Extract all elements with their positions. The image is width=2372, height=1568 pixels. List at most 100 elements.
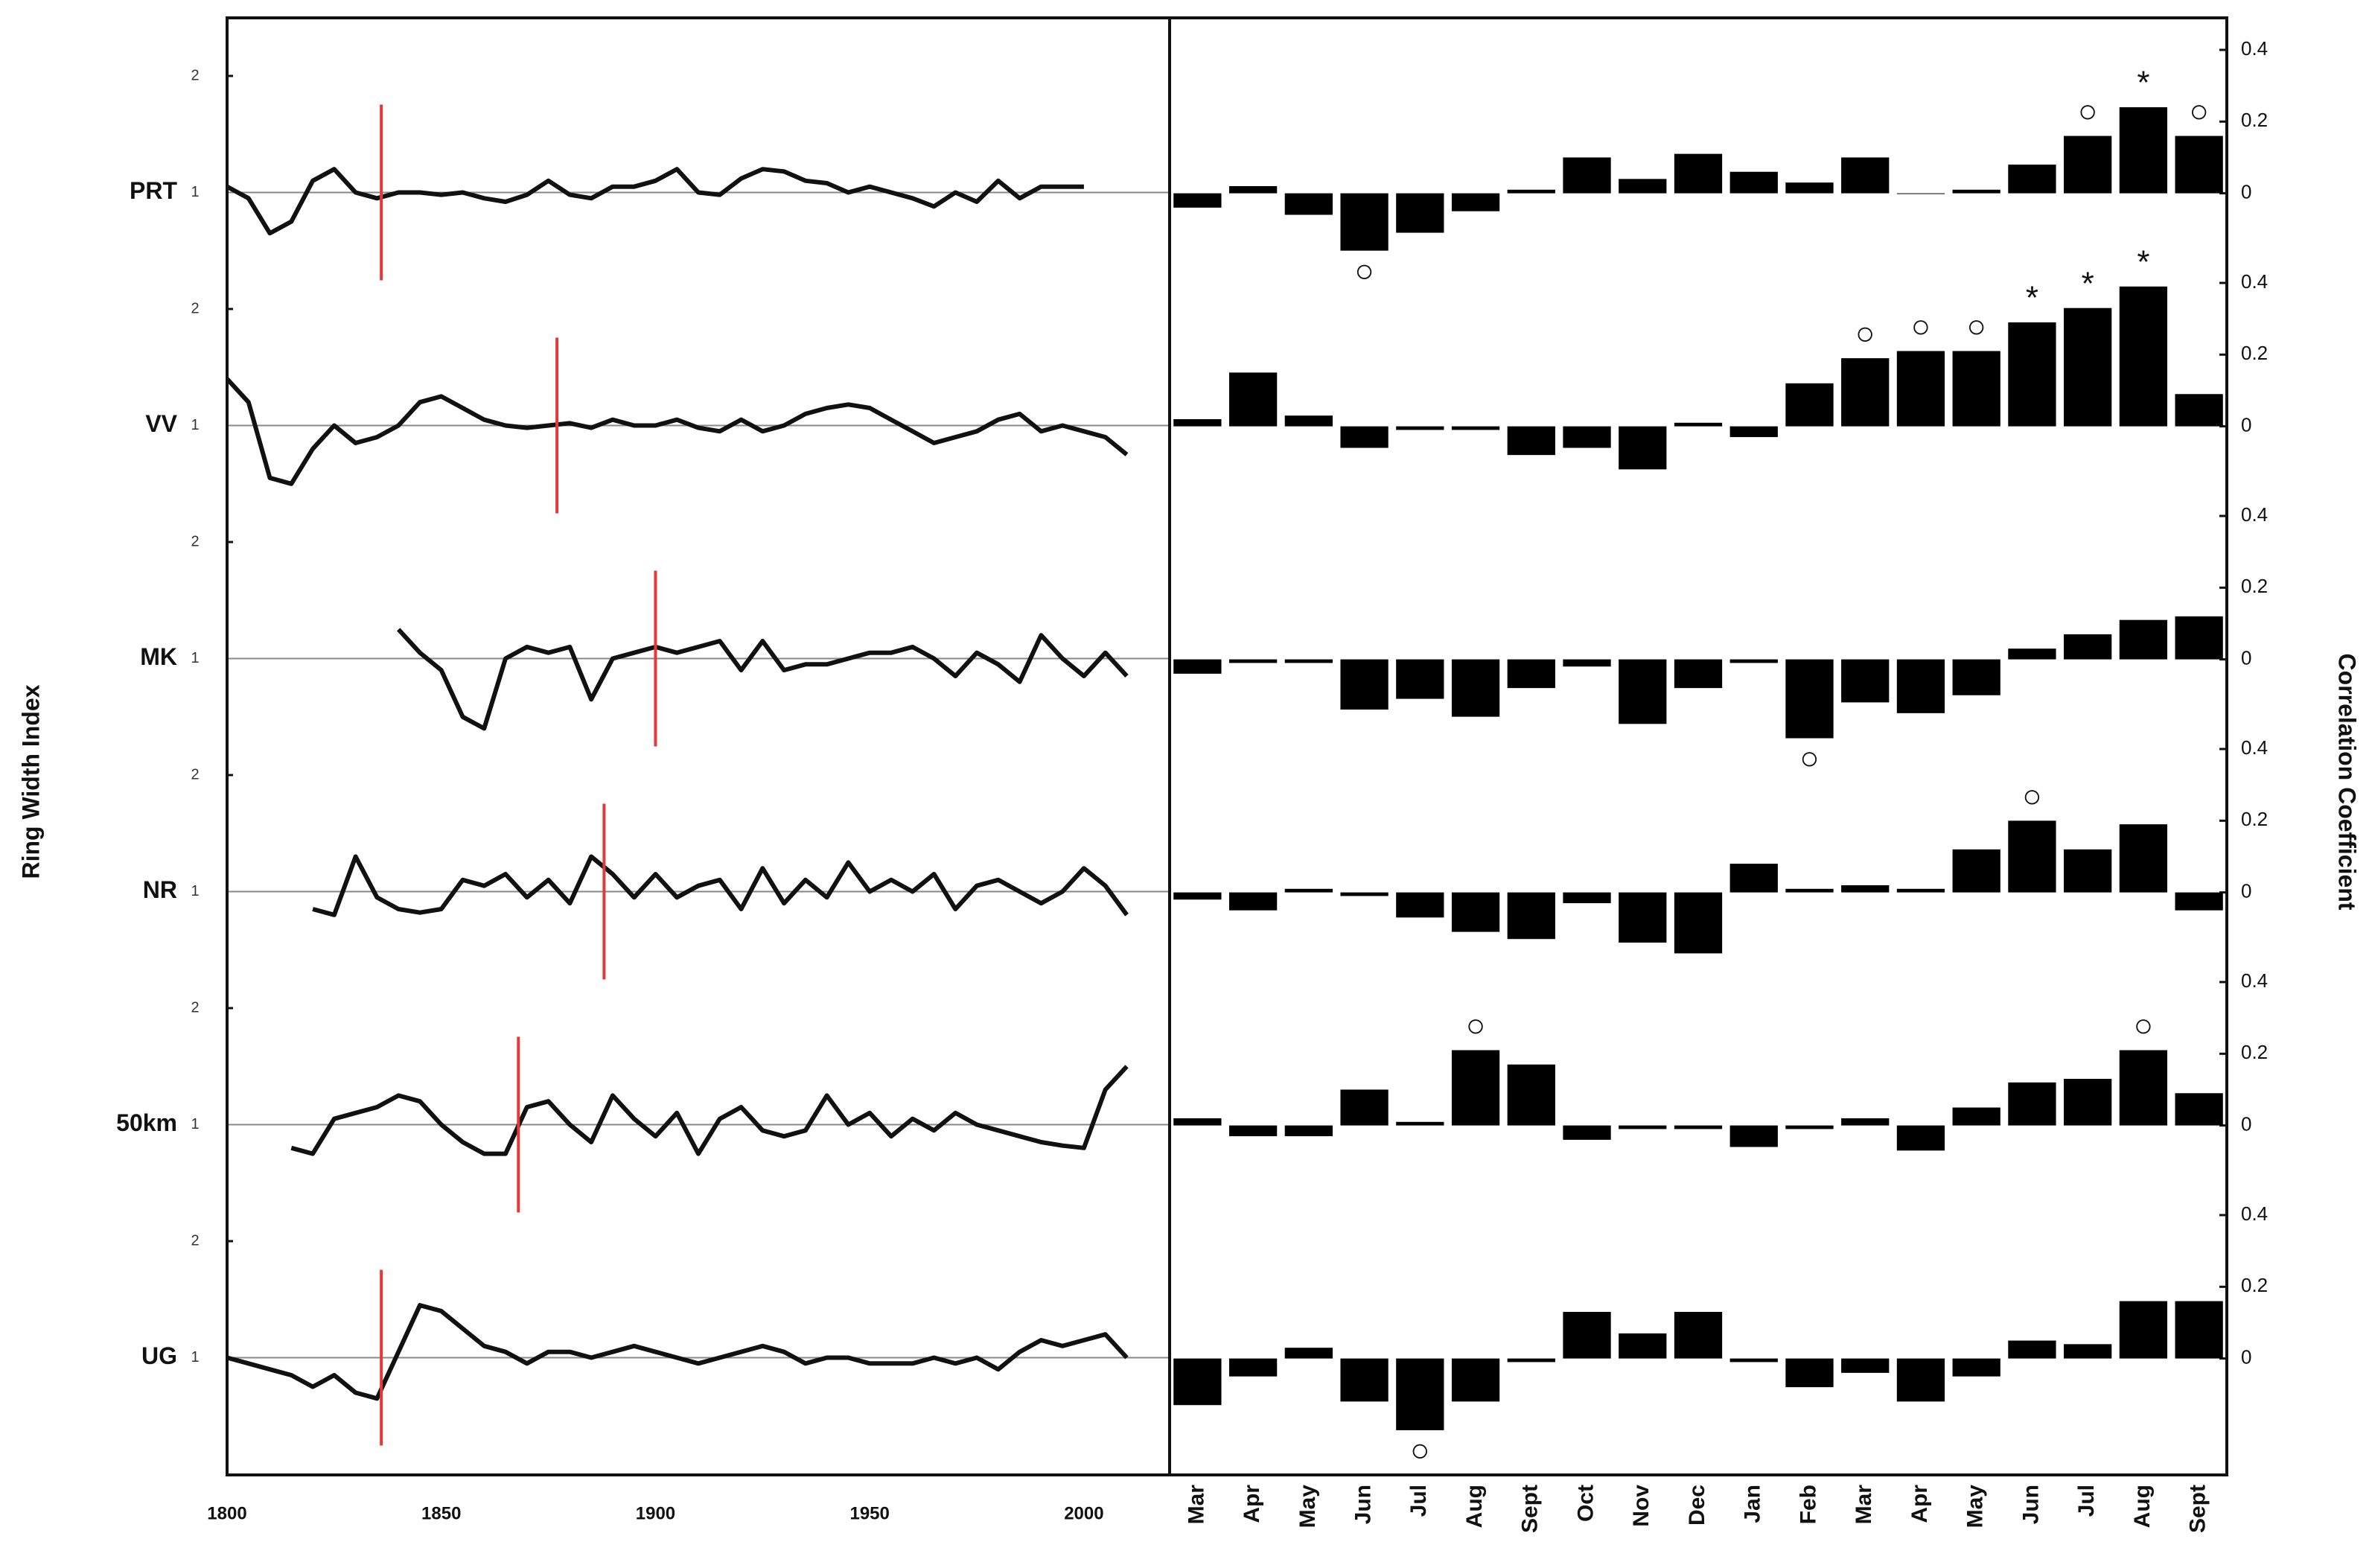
x-tick-label: 1850 <box>421 1503 461 1523</box>
bar <box>1841 885 1890 893</box>
bar <box>1451 193 1500 211</box>
x-tick-label: 1900 <box>636 1503 675 1523</box>
left-frame <box>226 16 1171 1476</box>
y-tick-label: 0 <box>2241 413 2251 436</box>
bar <box>1173 193 1222 208</box>
bar <box>2008 322 2056 427</box>
significance-marker: ○ <box>2134 1007 2154 1044</box>
bar <box>2064 634 2112 660</box>
x-tick-label: Jul <box>2074 1485 2099 1517</box>
significance-marker: * <box>2026 280 2038 316</box>
bar <box>1507 892 1555 940</box>
bar <box>1340 892 1389 896</box>
bar <box>1729 426 1778 438</box>
bar <box>1284 888 1333 893</box>
significance-marker: ○ <box>1410 1432 1430 1469</box>
site-label: VV <box>145 410 177 437</box>
x-tick-label: Aug <box>1462 1485 1487 1528</box>
y-tick-label: 0.2 <box>2241 1041 2268 1063</box>
y-tick-label: 0.4 <box>2241 736 2268 759</box>
x-tick-label: Oct <box>1573 1485 1598 1522</box>
bar <box>1340 659 1389 710</box>
y-tick-label: 1 <box>191 1349 199 1365</box>
y-tick-label: 0.4 <box>2241 969 2268 992</box>
x-tick-label: Aug <box>2130 1485 2155 1528</box>
significance-marker: ○ <box>1466 1007 1486 1044</box>
bar <box>1896 351 1945 427</box>
right-frame <box>1168 16 2228 1476</box>
bar <box>1785 888 1834 893</box>
bar <box>1173 1118 1222 1126</box>
bar <box>1284 1348 1333 1359</box>
bar <box>1173 1358 1222 1406</box>
bar <box>2175 616 2223 660</box>
bar <box>2119 824 2168 893</box>
bar <box>1674 1125 1723 1129</box>
bar <box>1729 864 1778 893</box>
bar <box>1563 1312 1611 1359</box>
y-tick-label: 2 <box>191 533 199 549</box>
bar <box>2175 394 2223 427</box>
bar <box>1396 193 1444 233</box>
bar <box>2175 136 2223 194</box>
bar <box>1785 182 1834 194</box>
bar <box>1896 659 1945 713</box>
y-tick-label: 2 <box>191 67 199 83</box>
bar <box>1563 1125 1611 1140</box>
significance-marker: ○ <box>2189 93 2209 130</box>
bar <box>2008 165 2056 194</box>
bar <box>2008 820 2056 893</box>
bar <box>1507 1064 1555 1126</box>
bar <box>1284 193 1333 215</box>
x-tick-label: Feb <box>1796 1485 1820 1524</box>
bar <box>1340 426 1389 448</box>
y-tick-label: 0.2 <box>2241 342 2268 364</box>
y-tick-label: 0.4 <box>2241 270 2268 293</box>
bar <box>1563 892 1611 904</box>
significance-marker: ○ <box>1354 252 1374 289</box>
site-label: NR <box>143 876 177 903</box>
bar <box>1729 1125 1778 1147</box>
bar <box>1284 1125 1333 1137</box>
y-tick-label: 0.2 <box>2241 808 2268 830</box>
bar <box>2064 1079 2112 1126</box>
y-tick-label: 1 <box>191 1116 199 1132</box>
bar <box>1619 659 1667 724</box>
bar <box>1841 1358 1890 1373</box>
y-tick-label: 2 <box>191 999 199 1016</box>
bar <box>1563 659 1611 667</box>
bar <box>1952 189 2000 194</box>
site-label: UG <box>141 1342 177 1369</box>
bar <box>1729 1358 1778 1363</box>
bar <box>1952 1107 2000 1126</box>
bar <box>1396 892 1444 918</box>
bar <box>1563 426 1611 448</box>
bar <box>1451 1050 1500 1126</box>
x-tick-label: 2000 <box>1064 1503 1103 1523</box>
bar <box>2119 1050 2168 1126</box>
significance-marker: ○ <box>1799 740 1820 777</box>
bar <box>1619 1125 1667 1129</box>
bar <box>1952 351 2000 427</box>
bar <box>1674 892 1723 954</box>
bar <box>1173 892 1222 900</box>
site-label: PRT <box>130 177 177 204</box>
x-tick-label: Jun <box>1351 1485 1376 1524</box>
y-tick-label: 1 <box>191 184 199 200</box>
bar <box>1785 659 1834 739</box>
bar <box>1340 1089 1389 1126</box>
significance-marker: * <box>2137 65 2149 101</box>
bar <box>2008 648 2056 660</box>
bar <box>1729 659 1778 663</box>
bar <box>1228 892 1278 911</box>
y-tick-label: 0 <box>2241 646 2251 669</box>
bar <box>1729 171 1778 194</box>
bar <box>2064 1344 2112 1359</box>
bar <box>1563 157 1611 194</box>
bar <box>1674 1312 1723 1359</box>
x-tick-label: Jan <box>1741 1485 1765 1523</box>
x-tick-label: Mar <box>1852 1485 1876 1525</box>
bar <box>1228 1358 1278 1377</box>
bar <box>1451 426 1500 430</box>
significance-marker: ○ <box>1966 308 1986 345</box>
